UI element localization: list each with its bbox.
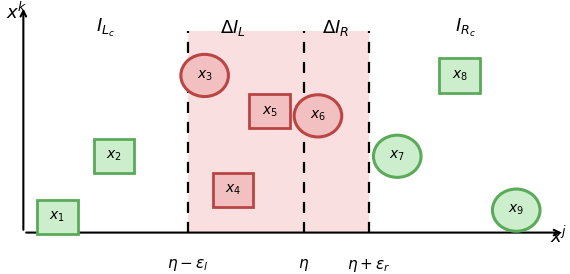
Ellipse shape — [492, 189, 540, 231]
Text: $x_{2}$: $x_{2}$ — [106, 149, 122, 164]
Ellipse shape — [294, 95, 342, 137]
Text: $x_{8}$: $x_{8}$ — [451, 68, 467, 83]
Ellipse shape — [181, 54, 229, 96]
Text: $I_{L_c}$: $I_{L_c}$ — [96, 17, 115, 39]
Text: $x_{4}$: $x_{4}$ — [225, 183, 241, 197]
Text: $\Delta I_R$: $\Delta I_R$ — [323, 18, 349, 38]
Text: $x_{7}$: $x_{7}$ — [389, 149, 405, 164]
Text: $x_{1}$: $x_{1}$ — [50, 210, 65, 224]
Text: $\eta - \varepsilon_l$: $\eta - \varepsilon_l$ — [167, 257, 209, 273]
Text: $I_{R_c}$: $I_{R_c}$ — [455, 17, 475, 39]
Text: $x_{9}$: $x_{9}$ — [508, 203, 524, 217]
Text: $x_{6}$: $x_{6}$ — [310, 109, 326, 123]
Text: $\eta$: $\eta$ — [298, 257, 310, 273]
Bar — [188, 31, 369, 233]
FancyBboxPatch shape — [439, 58, 480, 93]
Text: $\Delta I_L$: $\Delta I_L$ — [220, 18, 246, 38]
FancyBboxPatch shape — [93, 139, 135, 173]
FancyBboxPatch shape — [37, 200, 78, 234]
Ellipse shape — [373, 135, 421, 177]
FancyBboxPatch shape — [213, 173, 253, 207]
Text: $x_{3}$: $x_{3}$ — [197, 68, 213, 83]
Text: $\eta + \varepsilon_r$: $\eta + \varepsilon_r$ — [347, 257, 390, 274]
Text: $x_{5}$: $x_{5}$ — [262, 104, 278, 119]
Text: $x^j$: $x^j$ — [550, 226, 567, 247]
Text: $x^k$: $x^k$ — [6, 2, 27, 23]
FancyBboxPatch shape — [250, 94, 290, 129]
